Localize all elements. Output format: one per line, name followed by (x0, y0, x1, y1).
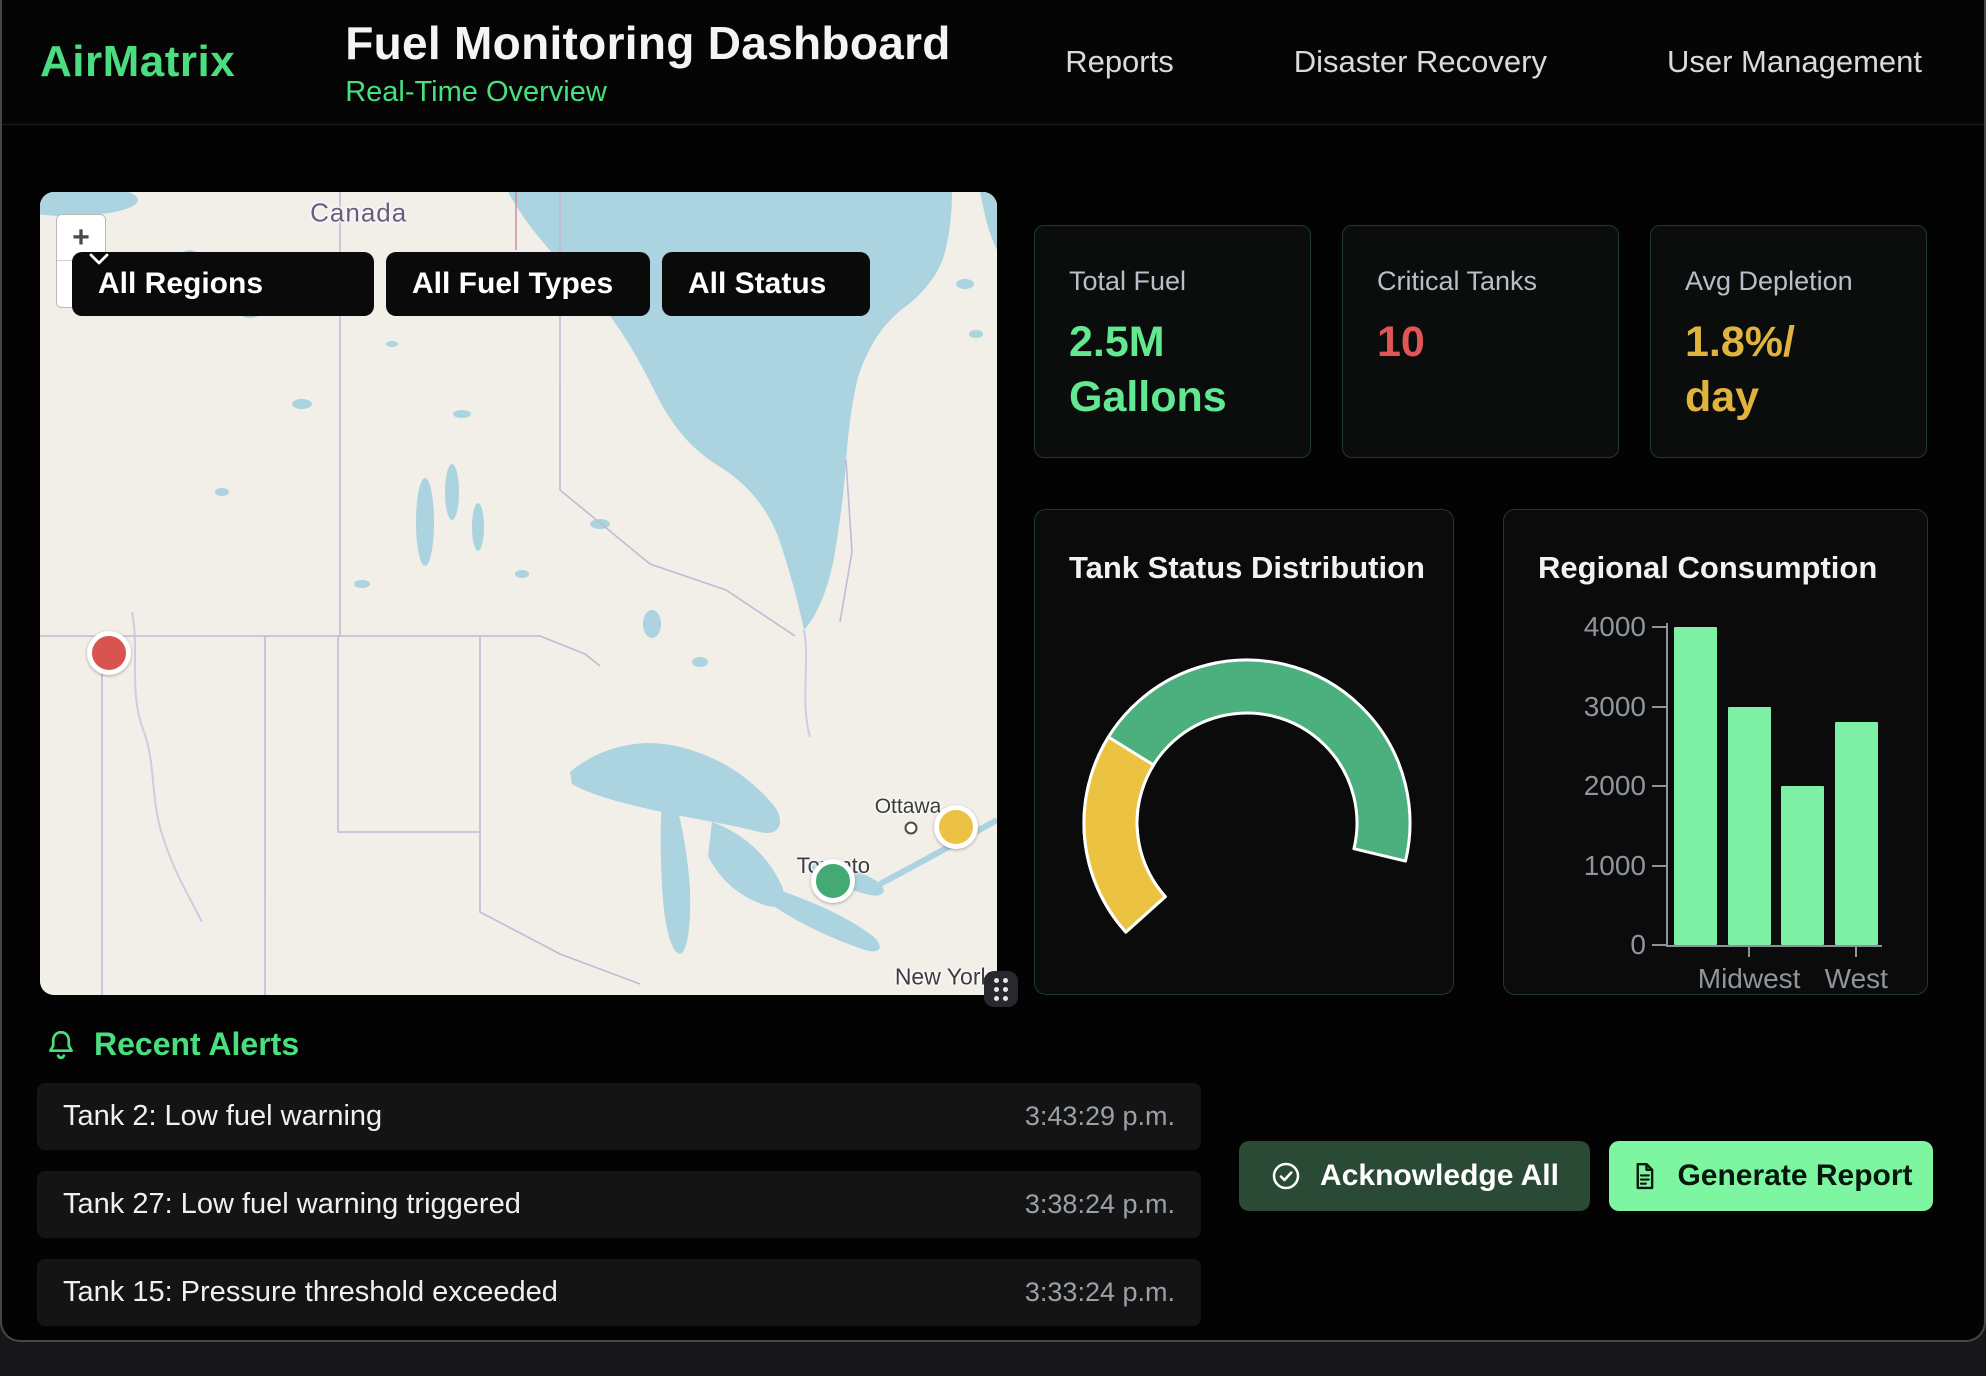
stat-card-critical-tanks: Critical Tanks 10 (1342, 225, 1619, 458)
generate-report-label: Generate Report (1677, 1159, 1912, 1193)
regional-consumption-chart-card: Regional Consumption 01000200030004000Mi… (1503, 509, 1928, 995)
stat-label: Critical Tanks (1377, 266, 1584, 297)
bar (1674, 627, 1717, 945)
donut-slice-warning (1084, 737, 1165, 932)
x-tick-label: West (1825, 963, 1888, 995)
page-title: Fuel Monitoring Dashboard (345, 16, 950, 70)
stat-label: Avg Depletion (1685, 266, 1892, 297)
y-tick (1652, 944, 1666, 946)
file-text-icon (1629, 1161, 1659, 1191)
x-tick (1748, 947, 1750, 957)
tank-marker-critical[interactable] (87, 631, 131, 675)
page-subtitle: Real-Time Overview (345, 76, 950, 109)
acknowledge-all-label: Acknowledge All (1320, 1159, 1559, 1193)
y-tick (1652, 785, 1666, 787)
bar (1781, 786, 1824, 945)
map-canvas[interactable]: Canada Ottawa Toronto New York + − All R… (40, 192, 997, 995)
y-tick (1652, 865, 1666, 867)
fuel-type-filter-label: All Fuel Types (412, 267, 613, 301)
main-nav: Reports Disaster Recovery User Managemen… (1065, 0, 1922, 124)
nav-reports[interactable]: Reports (1065, 44, 1174, 80)
bar-chart: 0 1000 2000 3000 4000 Midwest West (1504, 510, 1927, 994)
bell-icon (44, 1027, 78, 1063)
tank-marker-normal[interactable] (811, 859, 855, 903)
y-tick (1652, 706, 1666, 708)
bar (1835, 722, 1878, 945)
map-panel: Canada Ottawa Toronto New York + − All R… (40, 192, 997, 995)
alert-time: 3:38:24 p.m. (1025, 1189, 1175, 1220)
app-header: AirMatrix Fuel Monitoring Dashboard Real… (2, 0, 1984, 125)
acknowledge-all-button[interactable]: Acknowledge All (1239, 1141, 1590, 1211)
alert-message: Tank 15: Pressure threshold exceeded (63, 1276, 558, 1309)
alert-row[interactable]: Tank 2: Low fuel warning 3:43:29 p.m. (37, 1083, 1201, 1150)
title-block: Fuel Monitoring Dashboard Real-Time Over… (345, 16, 950, 109)
nav-disaster-recovery[interactable]: Disaster Recovery (1294, 44, 1547, 80)
y-axis-line (1666, 623, 1668, 945)
status-filter-label: All Status (688, 267, 826, 301)
check-circle-icon (1270, 1160, 1302, 1192)
recent-alerts-title: Recent Alerts (94, 1026, 299, 1063)
region-filter-select[interactable]: All Regions (72, 252, 374, 316)
donut-chart (1035, 510, 1455, 996)
alert-time: 3:43:29 p.m. (1025, 1101, 1175, 1132)
bar (1728, 707, 1771, 946)
x-tick-label: Midwest (1698, 963, 1801, 995)
dashboard-root: AirMatrix Fuel Monitoring Dashboard Real… (0, 0, 1986, 1342)
fuel-type-filter-select[interactable]: All Fuel Types (386, 252, 650, 316)
alert-message: Tank 27: Low fuel warning triggered (63, 1188, 521, 1221)
stat-card-total-fuel: Total Fuel 2.5M Gallons (1034, 225, 1311, 458)
alert-time: 3:33:24 p.m. (1025, 1277, 1175, 1308)
stat-cards: Total Fuel 2.5M Gallons Critical Tanks 1… (1034, 225, 1927, 458)
y-tick-label: 2000 (1526, 770, 1646, 802)
recent-alerts-header: Recent Alerts (44, 1026, 299, 1063)
stat-value: 1.8%/ day (1685, 315, 1892, 425)
stat-label: Total Fuel (1069, 266, 1276, 297)
status-filter-select[interactable]: All Status (662, 252, 870, 316)
brand-logo: AirMatrix (40, 37, 235, 87)
alert-row[interactable]: Tank 15: Pressure threshold exceeded 3:3… (37, 1259, 1201, 1326)
alert-message: Tank 2: Low fuel warning (63, 1100, 382, 1133)
stat-value: 2.5M Gallons (1069, 315, 1276, 425)
map-filters: All Regions All Fuel Types All Status (72, 252, 870, 316)
generate-report-button[interactable]: Generate Report (1609, 1141, 1933, 1211)
y-tick-label: 3000 (1526, 691, 1646, 723)
region-filter-label: All Regions (98, 267, 263, 301)
y-tick-label: 0 (1526, 929, 1646, 961)
resize-grip-icon[interactable] (984, 971, 1018, 1007)
y-tick (1652, 626, 1666, 628)
y-tick-label: 1000 (1526, 850, 1646, 882)
ottawa-town-dot (904, 821, 917, 834)
tank-status-chart-card: Tank Status Distribution (1034, 509, 1454, 995)
nav-user-management[interactable]: User Management (1667, 44, 1922, 80)
x-tick (1855, 947, 1857, 957)
x-axis-line (1666, 945, 1882, 947)
chevron-down-icon (88, 252, 110, 266)
tank-marker-warning[interactable] (934, 805, 978, 849)
stat-value: 10 (1377, 315, 1584, 370)
y-tick-label: 4000 (1526, 611, 1646, 643)
stat-card-avg-depletion: Avg Depletion 1.8%/ day (1650, 225, 1927, 458)
alert-row[interactable]: Tank 27: Low fuel warning triggered 3:38… (37, 1171, 1201, 1238)
